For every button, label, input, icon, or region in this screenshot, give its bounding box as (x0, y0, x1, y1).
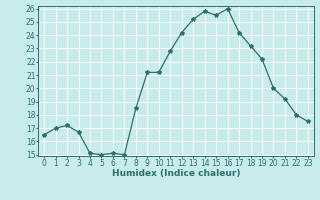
X-axis label: Humidex (Indice chaleur): Humidex (Indice chaleur) (112, 169, 240, 178)
